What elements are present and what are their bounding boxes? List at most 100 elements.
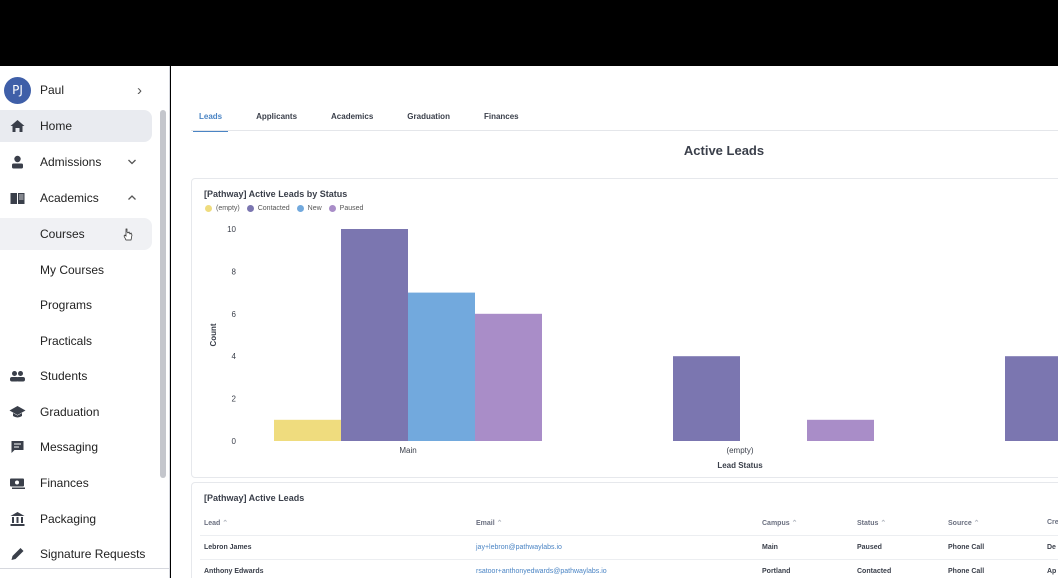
sidebar-item-signature-requests[interactable]: Signature Requests: [0, 538, 152, 570]
top-black-bar: [0, 0, 1058, 66]
column-header[interactable]: Status ⌃: [857, 520, 887, 527]
email-link[interactable]: jay+lebron@pathwaylabs.io: [476, 544, 562, 551]
column-header[interactable]: Cre: [1047, 519, 1058, 526]
pointer-cursor-icon: [123, 228, 133, 241]
legend-swatch: [246, 205, 254, 212]
column-header[interactable]: Lead ⌃: [204, 520, 229, 527]
sidebar-scrollbar-thumb[interactable]: [160, 110, 166, 478]
sidebar-item-graduation[interactable]: Graduation: [0, 396, 152, 428]
sidebar-item-messaging[interactable]: Messaging: [0, 431, 152, 463]
legend-label: Contacted: [257, 205, 290, 212]
table-cell: Ap: [1047, 568, 1057, 575]
bar-contacted: [341, 229, 408, 441]
table-cell: Anthony Edwards: [204, 568, 264, 575]
chart-title: [Pathway] Active Leads by Status: [204, 189, 348, 199]
sidebar-item-label: Programs: [40, 298, 93, 312]
sort-icon[interactable]: ⌃: [878, 520, 887, 527]
legend-item[interactable]: (empty): [205, 205, 240, 212]
table-title: [Pathway] Active Leads: [204, 493, 305, 503]
row-divider: [200, 535, 1058, 536]
x-tick-label: (empty): [726, 446, 753, 455]
legend-swatch: [205, 205, 212, 212]
legend-item[interactable]: Paused: [328, 205, 364, 212]
tab-bar: Leads Applicants Academics Graduation Fi…: [193, 112, 547, 132]
sidebar-item-finances[interactable]: Finances: [0, 467, 152, 499]
column-header[interactable]: Source ⌃: [948, 520, 980, 527]
sidebar-item-home[interactable]: Home: [0, 110, 152, 142]
sidebar-item-packaging[interactable]: Packaging: [0, 503, 152, 535]
sidebar-item-programs[interactable]: Programs: [0, 289, 152, 321]
tab-leads[interactable]: Leads: [193, 112, 229, 132]
sidebar-item-courses[interactable]: Courses: [0, 218, 152, 250]
fade-overlay: [0, 560, 169, 578]
column-header[interactable]: Campus ⌃: [762, 520, 798, 527]
chevron-up-icon: [128, 195, 136, 200]
y-tick-label: 0: [232, 437, 237, 446]
chevron-right-icon: ›: [137, 82, 142, 99]
sidebar-item-academics[interactable]: Academics: [0, 182, 152, 214]
sidebar-item-practicals[interactable]: Practicals: [0, 325, 152, 357]
sort-icon[interactable]: ⌃: [494, 520, 503, 527]
chart-card: [Pathway] Active Leads by Status (empty)…: [191, 178, 1058, 478]
sidebar-item-label: Practicals: [40, 334, 93, 348]
pen-icon: [11, 548, 24, 560]
sidebar: PJ Paul › Home Admissions Academics Cour…: [0, 66, 170, 578]
table-cell: Contacted: [857, 568, 892, 575]
x-axis-label: Lead Status: [717, 461, 763, 470]
sidebar-item-label: Signature Requests: [40, 547, 146, 561]
sidebar-item-my-courses[interactable]: My Courses: [0, 254, 152, 286]
column-header[interactable]: Email ⌃: [476, 520, 503, 527]
legend-label: Paused: [339, 205, 364, 212]
bar-paused: [475, 313, 542, 441]
user-name: Paul: [40, 83, 65, 97]
sidebar-item-label: Admissions: [40, 155, 102, 169]
email-link[interactable]: rsatoor+anthonyedwards@pathwaylabs.io: [476, 568, 607, 575]
user-menu[interactable]: PJ Paul ›: [0, 74, 158, 106]
legend-swatch: [328, 205, 336, 212]
sidebar-item-label: Finances: [40, 476, 89, 490]
sidebar-item-admissions[interactable]: Admissions: [0, 146, 152, 178]
page-title: Active Leads: [683, 143, 765, 158]
y-axis-label: Count: [209, 323, 218, 346]
bar-paused: [807, 419, 874, 441]
sidebar-item-label: Packaging: [40, 512, 97, 526]
person-icon: [12, 155, 23, 169]
school-icon: [9, 406, 26, 418]
main-content: Leads Applicants Academics Graduation Fi…: [171, 66, 1058, 578]
table-cell: Phone Call: [948, 544, 985, 551]
y-tick-label: 8: [232, 267, 237, 276]
y-tick-label: 4: [232, 352, 237, 361]
chat-icon: [11, 441, 24, 453]
sidebar-item-label: Academics: [40, 191, 99, 205]
book-icon: [10, 193, 25, 204]
sidebar-item-label: Students: [40, 369, 88, 383]
sort-icon[interactable]: ⌃: [220, 520, 229, 527]
tab-applicants[interactable]: Applicants: [256, 112, 298, 121]
sidebar-item-students[interactable]: Students: [0, 360, 152, 392]
bank-icon: [10, 512, 25, 526]
row-divider: [200, 559, 1058, 560]
y-tick-label: 6: [232, 310, 237, 319]
sidebar-item-label: Courses: [40, 227, 85, 241]
bar-new: [408, 292, 475, 441]
y-tick-label: 10: [227, 225, 236, 234]
chevron-down-icon: [128, 159, 136, 165]
tab-graduation[interactable]: Graduation: [407, 112, 450, 121]
y-tick-label: 2: [232, 395, 237, 404]
legend-label: (empty): [216, 205, 240, 212]
sort-icon[interactable]: ⌃: [789, 520, 798, 527]
bar--empty-: [274, 419, 341, 441]
avatar: PJ: [4, 76, 31, 104]
tab-finances[interactable]: Finances: [483, 112, 519, 121]
sidebar-divider: [0, 568, 169, 569]
legend-item[interactable]: Contacted: [246, 205, 290, 212]
group-icon: [10, 371, 25, 382]
table-cell: Main: [762, 544, 778, 551]
legend-swatch: [296, 205, 304, 212]
tab-academics[interactable]: Academics: [331, 112, 374, 121]
sort-icon[interactable]: ⌃: [971, 520, 980, 527]
sidebar-item-label: Graduation: [40, 405, 100, 419]
x-tick-label: Main: [399, 446, 416, 455]
legend-item[interactable]: New: [296, 205, 322, 212]
